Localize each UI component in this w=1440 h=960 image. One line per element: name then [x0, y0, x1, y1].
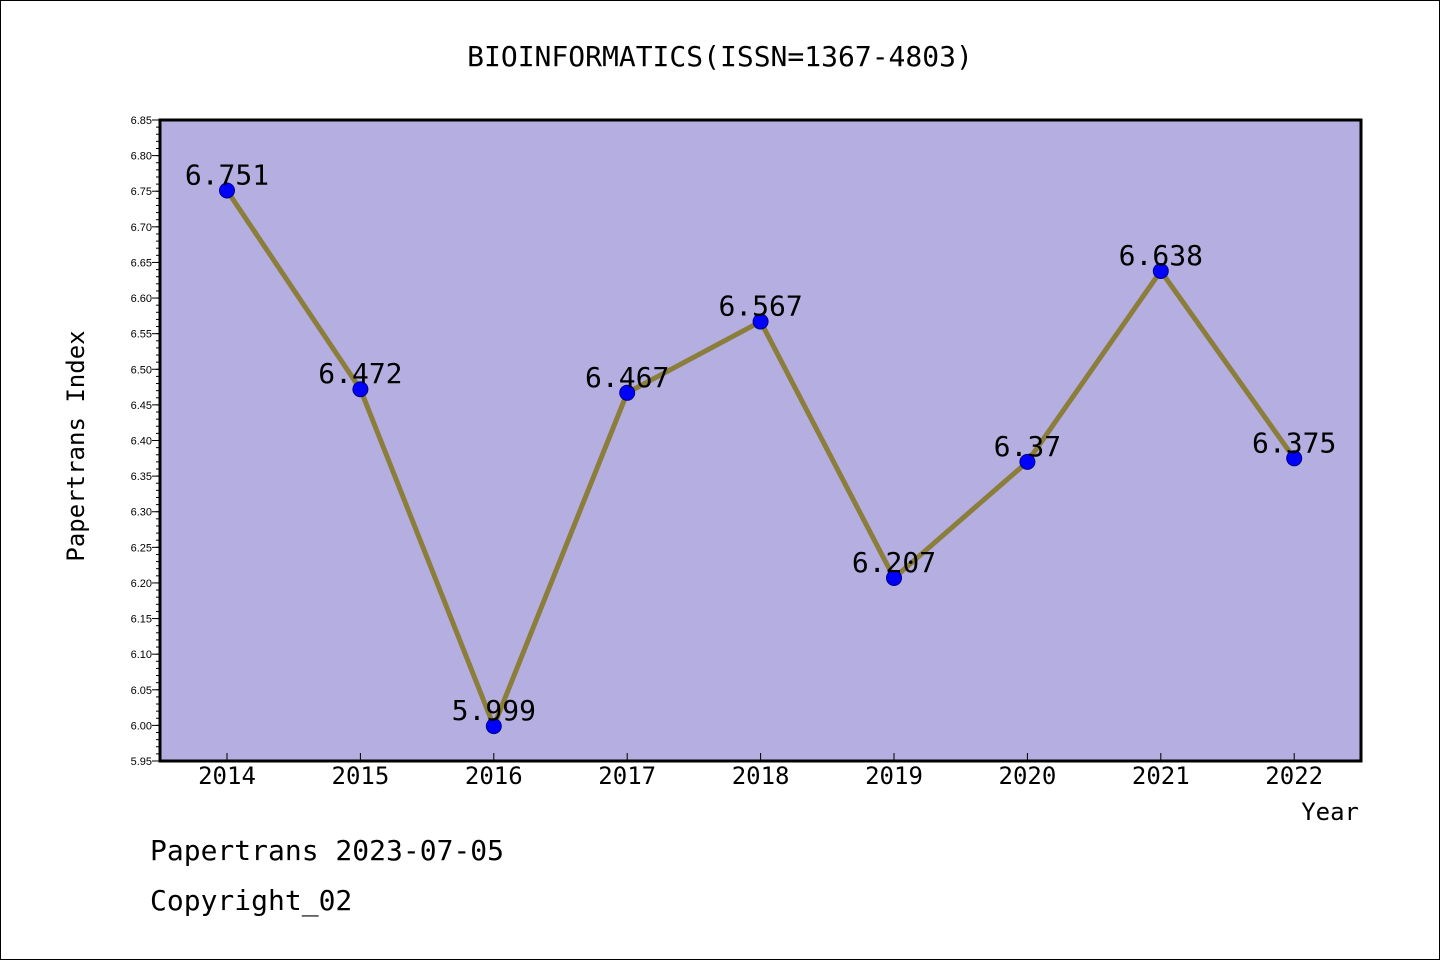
data-point	[485, 718, 502, 735]
x-tick-label: 2021	[1132, 762, 1190, 790]
y-tick-label: 6.25	[131, 542, 152, 554]
x-tick-label: 2020	[999, 762, 1057, 790]
y-axis: 5.95 6.00 6.05 6.10 6.15 6.20 6.25 6.30 6.35 6.40…	[131, 115, 160, 768]
data-label: 6.207	[852, 546, 936, 579]
data-point	[1286, 450, 1303, 467]
data-point	[1152, 262, 1169, 279]
data-point	[886, 569, 902, 586]
plot-area	[158, 118, 1363, 763]
y-tick-label: 6.00	[131, 720, 152, 732]
data-label: 6.751	[185, 159, 269, 192]
y-tick-label: 6.15	[131, 614, 152, 626]
y-tick-label: 6.60	[131, 293, 152, 305]
y-tick-label: 6.30	[131, 507, 152, 519]
y-tick-label: 6.45	[131, 400, 152, 412]
y-tick-label: 6.50	[131, 364, 152, 376]
x-tick-label: 2018	[732, 762, 790, 790]
footer-date: Papertrans 2023-07-05	[150, 834, 505, 867]
y-tick-label: 6.80	[131, 151, 152, 163]
y-tick-label: 6.75	[131, 186, 152, 198]
y-tick-label: 6.55	[131, 329, 152, 341]
y-tick-label: 6.40	[131, 436, 152, 448]
x-tick-label: 2014	[198, 762, 256, 790]
x-tick-label: 2016	[465, 762, 523, 790]
data-point	[352, 381, 369, 398]
y-axis-label: Papertrans Index	[62, 330, 90, 561]
data-point	[219, 182, 235, 199]
data-label-group: 6.751 6.472 5.999 6.467 6.567 6.207 6.37 6.638 6…	[185, 159, 1336, 728]
y-tick-label: 6.05	[131, 685, 152, 697]
y-tick-label: 6.70	[131, 222, 152, 234]
x-tick-label: 2022	[1265, 762, 1323, 790]
x-tick-label: 2017	[598, 762, 656, 790]
data-label: 6.467	[585, 361, 669, 394]
data-label: 6.472	[318, 357, 402, 390]
y-tick-label: 6.65	[131, 257, 152, 269]
x-axis-label: Year	[1301, 798, 1359, 826]
y-tick-label: 6.20	[131, 578, 152, 590]
data-label: 6.567	[718, 290, 802, 323]
chart-title: BIOINFORMATICS(ISSN=1367-4803)	[467, 40, 973, 73]
data-point	[1019, 453, 1036, 470]
data-label: 6.375	[1252, 426, 1336, 459]
y-tick-label: 6.10	[131, 649, 152, 661]
data-point	[752, 313, 769, 330]
data-label: 5.999	[452, 694, 536, 727]
y-tick-label: 5.95	[131, 756, 152, 768]
x-tick-label: 2019	[865, 762, 923, 790]
data-point	[619, 384, 636, 401]
y-tick-label: 6.35	[131, 471, 152, 483]
data-label: 6.37	[994, 430, 1061, 463]
x-tick-label: 2015	[332, 762, 390, 790]
marker-group	[219, 182, 1303, 735]
x-axis: 2014 2015 2016 2017 2018 2019 2020 2021 2022	[198, 753, 1323, 790]
data-label: 6.638	[1119, 239, 1203, 272]
footer-copyright: Copyright_02	[150, 884, 353, 917]
y-tick-label: 6.85	[131, 115, 152, 127]
